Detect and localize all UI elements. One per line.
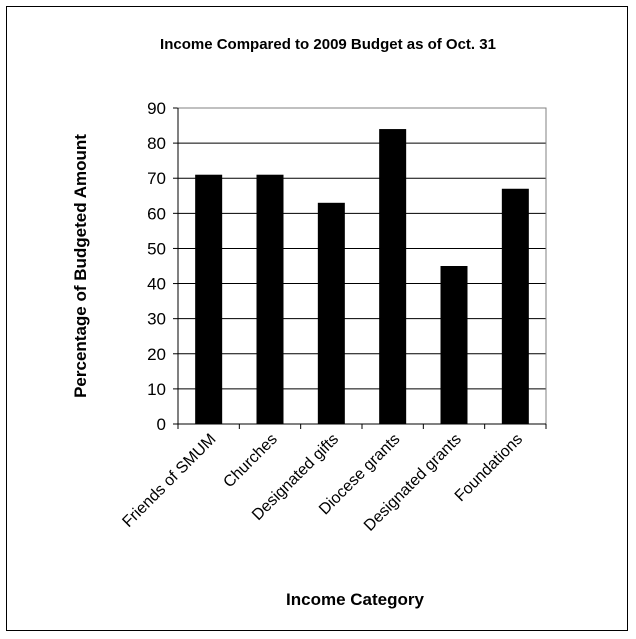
chart-title: Income Compared to 2009 Budget as of Oct… (160, 36, 496, 53)
y-tick-label: 40 (147, 275, 166, 294)
y-tick-label: 80 (147, 134, 166, 153)
y-tick-label: 20 (147, 345, 166, 364)
bar (440, 266, 468, 424)
bar (256, 174, 284, 424)
y-tick-label: 90 (147, 99, 166, 118)
y-tick-label: 60 (147, 204, 166, 223)
y-tick-label: 70 (147, 169, 166, 188)
y-tick-label: 30 (147, 310, 166, 329)
plot-border (177, 107, 547, 425)
x-axis-title: Income Category (286, 590, 424, 609)
y-axis-title: Percentage of Budgeted Amount (71, 134, 90, 398)
y-tick-label: 50 (147, 239, 166, 258)
y-tick-label: 0 (157, 415, 166, 434)
x-tick-label: Friends of SMUM (119, 431, 219, 531)
x-tick-label: Churches (220, 431, 280, 491)
bar (195, 174, 223, 424)
bar (317, 202, 345, 424)
bar (379, 129, 407, 425)
bar (501, 188, 529, 424)
y-tick-label: 10 (147, 380, 166, 399)
plot-area: 0 10 20 30 40 50 60 70 80 90 Friends of SMUM Church… (119, 99, 547, 535)
